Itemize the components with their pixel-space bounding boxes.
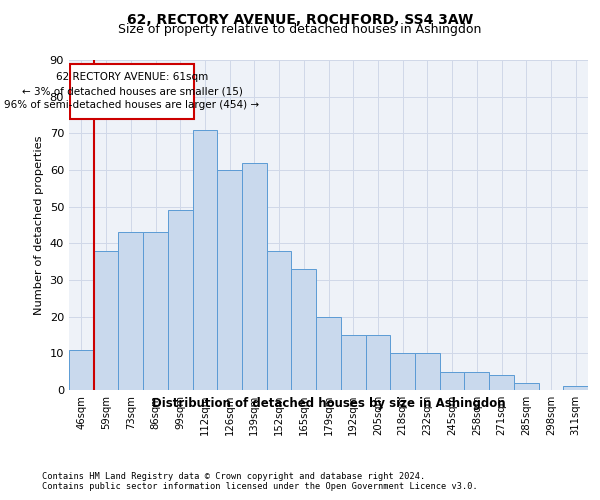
Bar <box>69 350 94 390</box>
Bar <box>118 232 143 390</box>
Bar <box>365 335 390 390</box>
Bar <box>440 372 464 390</box>
Bar <box>143 232 168 390</box>
Text: 62, RECTORY AVENUE, ROCHFORD, SS4 3AW: 62, RECTORY AVENUE, ROCHFORD, SS4 3AW <box>127 12 473 26</box>
Bar <box>316 316 341 390</box>
Text: Size of property relative to detached houses in Ashingdon: Size of property relative to detached ho… <box>118 22 482 36</box>
Bar <box>341 335 365 390</box>
Bar <box>217 170 242 390</box>
Bar <box>390 354 415 390</box>
Bar <box>267 250 292 390</box>
Bar <box>489 376 514 390</box>
Bar <box>94 250 118 390</box>
Text: 62 RECTORY AVENUE: 61sqm
← 3% of detached houses are smaller (15)
96% of semi-de: 62 RECTORY AVENUE: 61sqm ← 3% of detache… <box>4 72 260 110</box>
Bar <box>292 269 316 390</box>
Y-axis label: Number of detached properties: Number of detached properties <box>34 135 44 315</box>
Bar <box>464 372 489 390</box>
Bar <box>193 130 217 390</box>
Text: Contains public sector information licensed under the Open Government Licence v3: Contains public sector information licen… <box>42 482 478 491</box>
Bar <box>514 382 539 390</box>
Text: Distribution of detached houses by size in Ashingdon: Distribution of detached houses by size … <box>152 398 506 410</box>
Bar <box>415 354 440 390</box>
Bar <box>70 64 194 118</box>
Text: Contains HM Land Registry data © Crown copyright and database right 2024.: Contains HM Land Registry data © Crown c… <box>42 472 425 481</box>
Bar <box>563 386 588 390</box>
Bar <box>242 162 267 390</box>
Bar <box>168 210 193 390</box>
